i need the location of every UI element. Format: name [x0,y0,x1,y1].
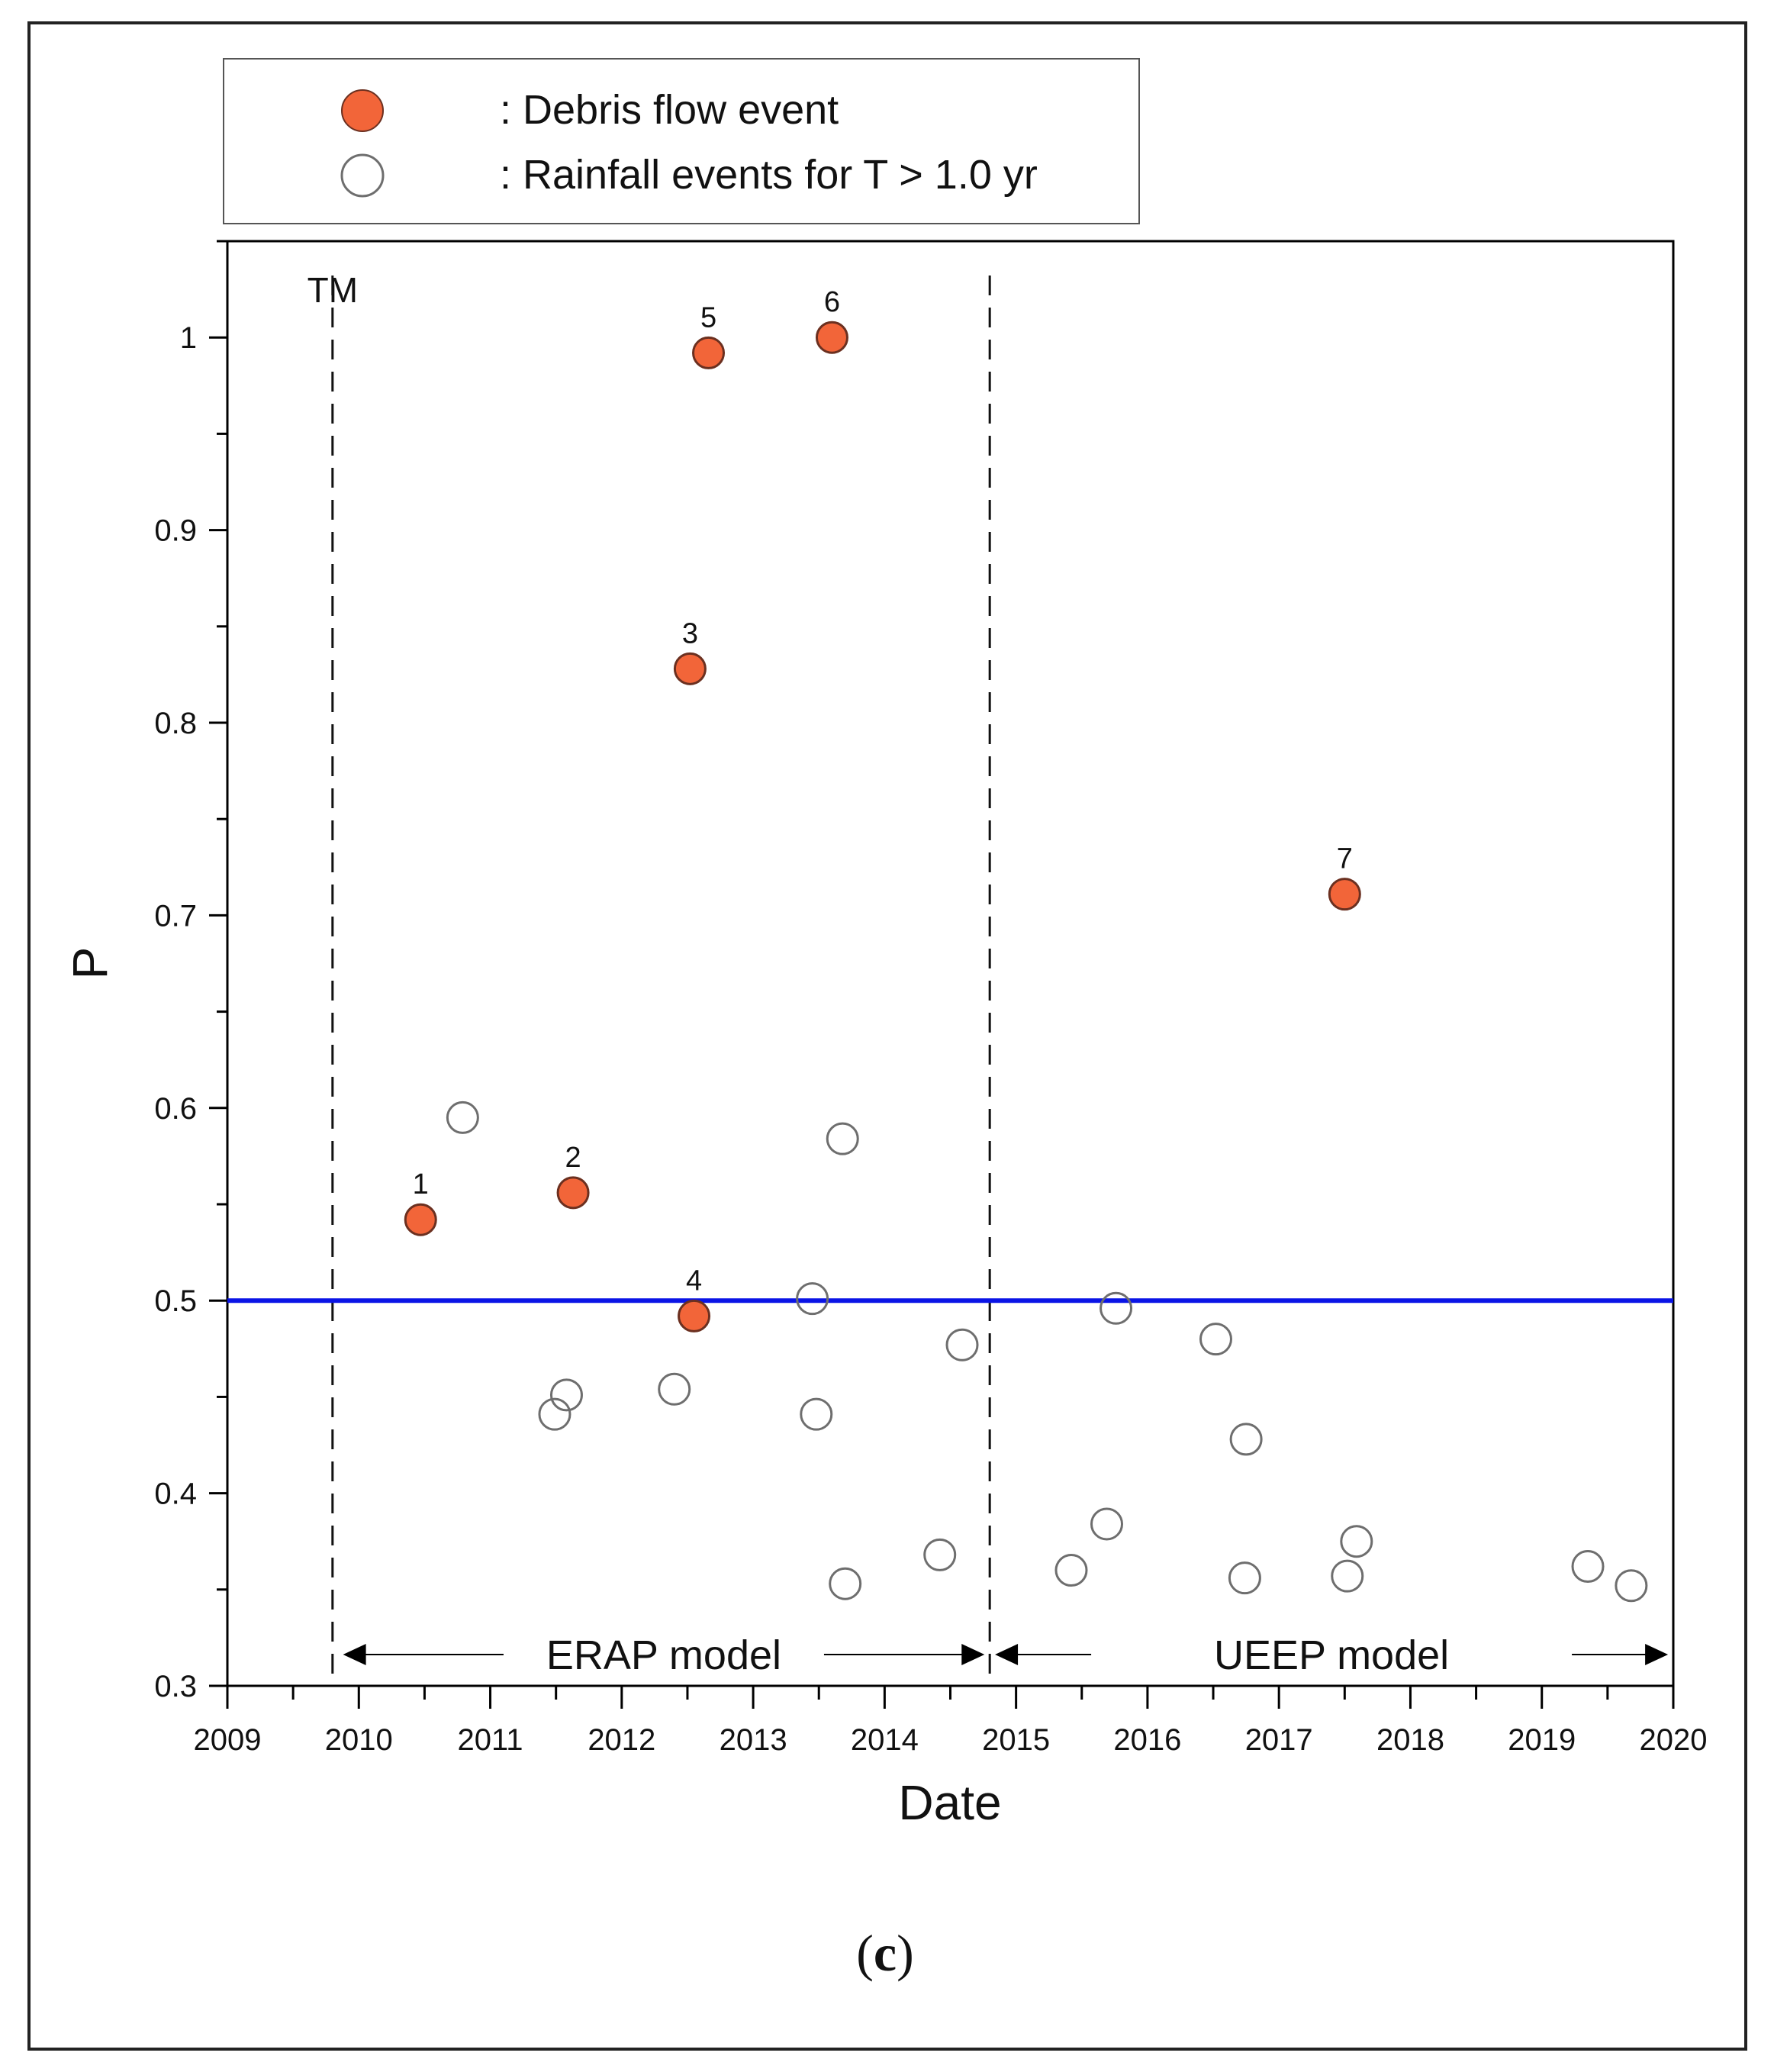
x-tick-label: 2011 [458,1723,523,1757]
rainfall-event-point [1571,1550,1605,1584]
span-arrow-right [1645,1644,1669,1665]
ueep-model-label: UEEP model [1214,1632,1449,1678]
x-tick-label: 2013 [720,1723,787,1757]
point-label: 6 [824,286,840,318]
rainfall-event-point [538,1397,571,1431]
y-tick-label: 0.7 [154,899,197,933]
y-tick-label: 0.3 [154,1670,197,1703]
vertical-dashed-lines: TM [307,270,991,1686]
span-arrow-left [995,1644,1019,1665]
x-tick-label: 2015 [982,1723,1050,1757]
debris-flow-point [815,321,848,354]
debris-flow-point [692,336,726,369]
rainfall-event-point [1229,1423,1263,1456]
span-arrow-left [343,1644,366,1665]
rainfall-event-point [1090,1507,1124,1541]
legend-label-rainfall: : Rainfall events for T > 1.0 yr [500,152,1038,198]
debris-flow-point [556,1176,590,1210]
y-tick-label: 0.9 [154,514,197,548]
y-tick-label: 0.8 [154,707,197,740]
point-label: 2 [565,1142,581,1174]
rainfall-event-point [1340,1525,1373,1558]
y-tick-label: 0.5 [154,1284,197,1318]
rainfall-event-point [549,1378,583,1412]
x-tick-label: 2018 [1376,1723,1444,1757]
point-label: 4 [686,1265,702,1297]
debris-flow-point [1328,878,1361,911]
y-tick-label: 0.4 [154,1477,197,1511]
rainfall-event-point [446,1100,479,1134]
rainfall-event-point [1228,1561,1261,1595]
rainfall-event-point [1054,1554,1088,1587]
rainfall-event-point [826,1122,859,1155]
legend: : Debris flow event : Rainfall events fo… [223,58,1140,224]
legend-marker-filled [341,89,384,132]
data-points: 1 2 3 4 5 6 7 [404,286,1648,1603]
x-tick-label: 2012 [588,1723,655,1757]
x-tick-label: 2016 [1113,1723,1181,1757]
y-axis-title: P [63,947,118,980]
point-label: 3 [682,617,698,649]
model-spans: ERAP model UEEP model [343,1632,1669,1678]
rainfall-event-point [1199,1323,1232,1356]
point-label: 5 [700,301,716,334]
point-label: 1 [413,1168,429,1200]
erap-model-label: ERAP model [546,1632,781,1678]
legend-label-debris: : Debris flow event [500,87,839,133]
rainfall-event-point [945,1328,979,1361]
figure-border [27,21,1747,2051]
x-tick-label: 2010 [325,1723,393,1757]
figure-caption: (c) [856,1924,914,1982]
x-tick-label: 2020 [1640,1723,1708,1757]
x-tick-label: 2009 [194,1723,262,1757]
caption-letter: c [874,1924,897,1982]
legend-marker-open [340,153,385,198]
rainfall-event-point [796,1282,829,1316]
rainfall-event-point [1615,1569,1648,1603]
y-tick-label: 0.6 [154,1092,197,1126]
rainfall-event-point [829,1567,862,1600]
rainfall-event-point [923,1538,957,1571]
rainfall-event-point [658,1372,691,1406]
debris-flow-point [678,1299,711,1332]
x-tick-label: 2014 [851,1723,919,1757]
span-arrow-right [961,1644,985,1665]
y-axis-ticks: 0.3 0.4 0.5 0.6 0.7 0.8 0.9 1 [154,240,227,1703]
legend-box [223,58,1140,224]
rainfall-event-point [800,1397,833,1431]
tm-label: TM [307,270,358,310]
debris-flow-point [673,652,707,685]
point-label: 7 [1337,843,1353,875]
debris-flow-point [404,1203,437,1236]
y-tick-label: 1 [180,321,197,355]
rainfall-event-point [1331,1559,1364,1593]
x-axis-ticks: 2009 2010 2011 2012 2013 2014 2015 2016 2017 2018… [194,1686,1708,1757]
rainfall-event-point [1099,1291,1133,1325]
x-tick-label: 2019 [1508,1723,1576,1757]
x-axis-title: Date [898,1775,1001,1830]
x-tick-label: 2017 [1245,1723,1313,1757]
